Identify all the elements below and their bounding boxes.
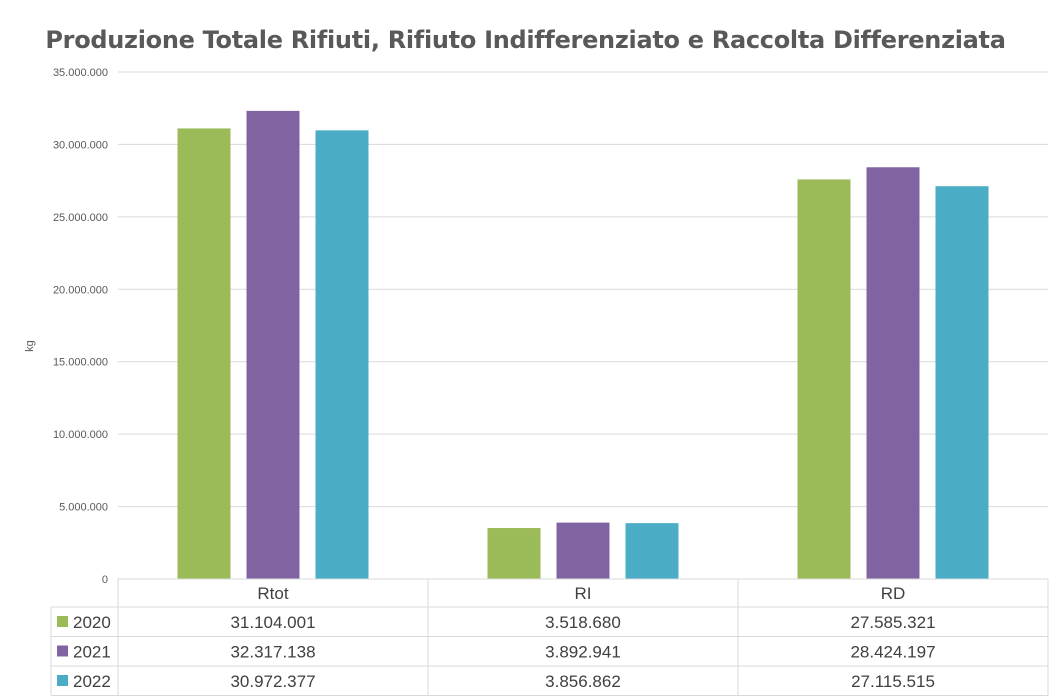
legend-key-2021 — [57, 645, 68, 657]
data-table-value: 30.972.377 — [230, 672, 315, 691]
bar-2022-Rtot — [315, 130, 369, 579]
data-table-value: 28.424.197 — [850, 643, 935, 662]
bar-2021-RI — [556, 522, 610, 579]
data-table-value: 31.104.001 — [230, 613, 315, 632]
bar-2020-RD — [797, 179, 851, 579]
data-table-value: 3.518.680 — [545, 613, 621, 632]
bar-2021-Rtot — [246, 110, 300, 580]
data-table-value: 27.585.321 — [850, 613, 935, 632]
category-label: RI — [575, 584, 592, 603]
y-tick-label: 10.000.000 — [53, 429, 108, 441]
category-label: RD — [881, 584, 906, 603]
legend-key-2022 — [57, 675, 68, 686]
y-tick-label: 0 — [102, 574, 108, 586]
data-table-value: 27.115.515 — [851, 672, 935, 691]
y-tick-label: 20.000.000 — [53, 284, 108, 296]
y-tick-label: 25.000.000 — [53, 212, 108, 224]
bar-2020-Rtot — [177, 128, 231, 579]
y-tick-label: 5.000.000 — [59, 502, 108, 514]
legend-label: 2020 — [73, 613, 111, 632]
bar-2020-RI — [487, 528, 541, 579]
bar-2021-RD — [866, 167, 920, 580]
legend-key-2020 — [57, 616, 68, 627]
data-table-value: 3.856.862 — [545, 672, 621, 691]
legend-label: 2021 — [73, 643, 111, 662]
category-label: Rtot — [257, 584, 288, 603]
bar-2022-RI — [625, 523, 679, 579]
y-tick-label: 30.000.000 — [53, 139, 108, 151]
data-table-value: 3.892.941 — [545, 643, 621, 662]
legend-label: 2022 — [73, 672, 111, 691]
data-table-value: 32.317.138 — [230, 643, 315, 662]
y-tick-label: 35.000.000 — [53, 67, 108, 79]
bar-2022-RD — [935, 186, 989, 579]
y-tick-label: 15.000.000 — [53, 357, 108, 369]
chart-title: Produzione Totale Rifiuti, Rifiuto Indif… — [45, 26, 1006, 54]
